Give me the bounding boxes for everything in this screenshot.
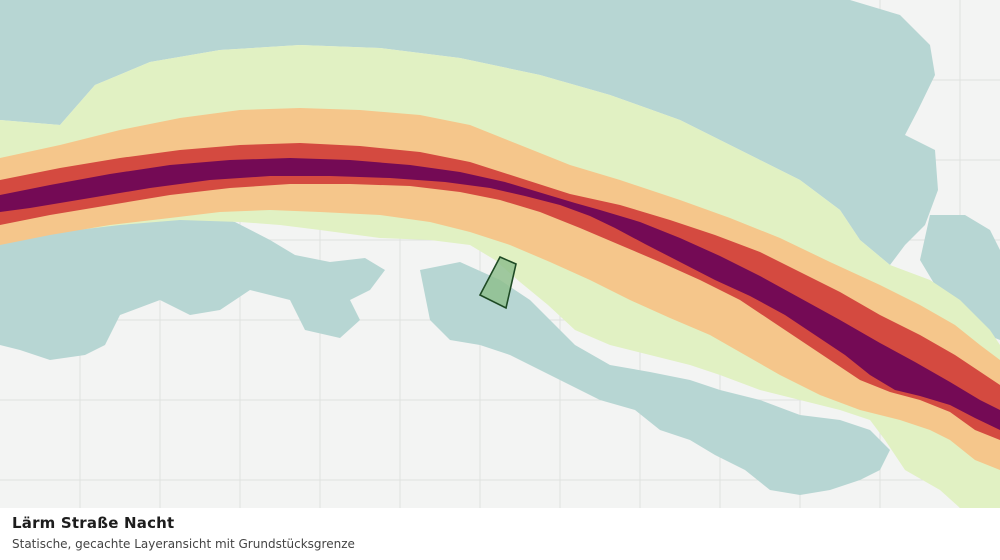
- map-caption: Lärm Straße Nacht Statische, gecachte La…: [0, 508, 1000, 560]
- noise-band-mid: [0, 108, 1000, 470]
- quiet-zone-upper: [0, 0, 938, 265]
- parcel-boundary[interactable]: [478, 255, 517, 310]
- noise-band-highest: [0, 158, 1000, 430]
- noise-band-high: [0, 143, 1000, 440]
- noise-map-canvas: [0, 0, 1000, 508]
- caption-subtitle: Statische, gecachte Layeransicht mit Gru…: [12, 537, 355, 551]
- quiet-zone-lower-right: [420, 262, 890, 495]
- quiet-zone-right: [920, 215, 1000, 340]
- caption-title: Lärm Straße Nacht: [12, 514, 175, 532]
- noise-map[interactable]: [0, 0, 1000, 508]
- quiet-zone-lower-left: [0, 205, 385, 360]
